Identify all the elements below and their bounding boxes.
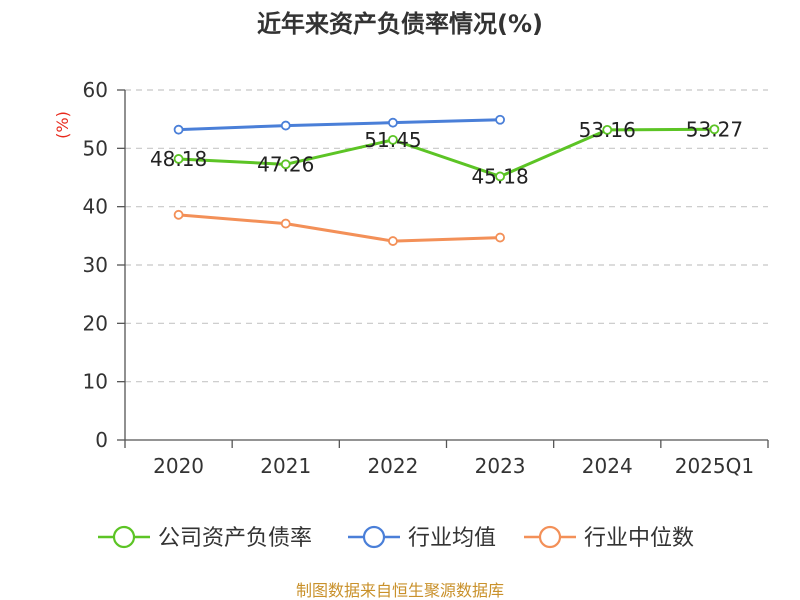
- y-tick-label: 40: [83, 195, 108, 219]
- x-tick-label: 2023: [475, 454, 526, 478]
- chart-title: 近年来资产负债率情况(%): [257, 10, 543, 38]
- legend-item-label[interactable]: 行业中位数: [584, 526, 694, 551]
- x-tick-label: 2021: [260, 454, 311, 478]
- data-point: [173, 209, 184, 220]
- data-label: 53.16: [579, 118, 636, 142]
- series-line: [178, 118, 501, 132]
- y-tick-label: 60: [83, 78, 108, 102]
- data-point: [388, 117, 398, 128]
- legend-item-label[interactable]: 公司资产负债率: [158, 526, 312, 551]
- data-point: [280, 218, 291, 229]
- data-label: 47.26: [257, 152, 314, 176]
- data-point: [495, 171, 505, 182]
- data-label: 53.27: [686, 117, 743, 141]
- data-label: 48.18: [150, 147, 207, 171]
- y-tick-label: 20: [83, 311, 108, 335]
- series-group: [173, 114, 720, 246]
- data-point: [602, 124, 613, 135]
- data-point: [388, 236, 398, 246]
- gridlines: [125, 89, 768, 383]
- data-point: [173, 154, 184, 164]
- y-tick-label: 0: [95, 428, 108, 452]
- axes: 0 10 20 30 40 50 60 2020 2021 2022 2023 2024 2025Q1: [83, 78, 769, 478]
- series-line: [178, 127, 715, 178]
- source-note: 制图数据来自恒生聚源数据库: [296, 581, 504, 600]
- y-tick-label: 30: [83, 253, 108, 277]
- x-tick-label: 2022: [367, 454, 418, 478]
- x-tick-label: 2024: [582, 454, 633, 478]
- data-point: [280, 120, 291, 131]
- series-line: [178, 213, 501, 243]
- data-point: [709, 124, 720, 135]
- x-tick-label: 2020: [153, 454, 204, 478]
- legend-marker[interactable]: [112, 525, 136, 549]
- x-tick-label: 2025Q1: [675, 454, 754, 478]
- legend-marker[interactable]: [538, 525, 562, 549]
- legend[interactable]: 公司资产负债率 行业均值 行业中位数: [98, 525, 694, 551]
- data-point: [495, 114, 505, 125]
- y-tick-label: 50: [83, 136, 108, 160]
- data-labels: 48.18 47.26 51.45 45.18 53.16 53.27: [150, 117, 743, 188]
- data-point: [388, 134, 398, 145]
- data-point: [495, 232, 505, 243]
- legend-item-label[interactable]: 行业均值: [408, 526, 496, 551]
- data-point: [173, 124, 184, 135]
- data-label: 51.45: [364, 128, 421, 152]
- y-axis-unit-label: (%): [53, 111, 72, 139]
- data-label: 45.18: [471, 164, 528, 188]
- y-tick-label: 10: [83, 370, 108, 394]
- legend-marker[interactable]: [362, 525, 386, 549]
- data-point: [280, 159, 291, 170]
